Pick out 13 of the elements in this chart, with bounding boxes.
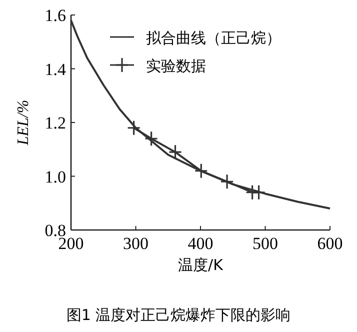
y-tick-label: 1.6 <box>44 6 66 25</box>
y-tick-label: 1.0 <box>44 167 66 186</box>
y-axis-title: LEL/% <box>15 100 32 146</box>
x-tick-label: 300 <box>123 234 148 253</box>
y-tick-label: 1.2 <box>44 114 66 132</box>
x-tick-label: 600 <box>317 234 343 253</box>
caption: 图1 温度对正己烷爆炸下限的影响 <box>66 306 291 324</box>
x-axis-title: 温度/K <box>178 256 224 274</box>
x-tick-label: 500 <box>252 234 278 253</box>
legend-label: 拟合曲线（正己烷） <box>146 29 281 47</box>
y-tick-label: 1.4 <box>44 60 66 79</box>
legend-label: 实验数据 <box>146 57 206 75</box>
x-tick-label: 400 <box>188 234 214 253</box>
